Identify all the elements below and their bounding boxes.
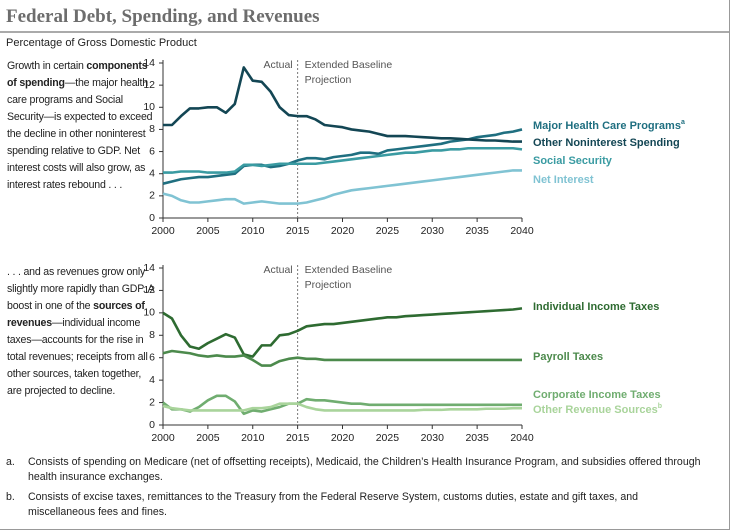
- footnote-marker: b.: [6, 491, 15, 503]
- x-tick-label: 2035: [465, 225, 489, 237]
- actual-label: Actual: [263, 264, 292, 276]
- series-line: [162, 402, 522, 412]
- y-tick-label: 0: [149, 212, 155, 224]
- legend-name: Corporate Income Taxes: [533, 389, 661, 401]
- x-tick-label: 2040: [510, 225, 534, 237]
- projection-label: Projection: [305, 279, 352, 291]
- title: Federal Debt, Spending, and Revenues: [6, 6, 320, 27]
- y-tick-label: 6: [149, 351, 155, 363]
- projection-label: Projection: [305, 74, 352, 86]
- y-tick-label: 8: [149, 123, 155, 135]
- legend-name: Social Security: [533, 155, 613, 167]
- x-tick-label: 2035: [465, 432, 489, 444]
- x-tick-label: 2020: [331, 432, 355, 444]
- x-tick-label: 2020: [331, 225, 355, 237]
- footnote: a. Consists of spending on Medicare (net …: [6, 455, 706, 485]
- series-line: [163, 66, 522, 143]
- x-tick-label: 2030: [421, 225, 445, 237]
- x-tick-label: 2000: [151, 432, 175, 444]
- projection-label: Extended Baseline: [305, 59, 393, 71]
- side-text-run: Growth in certain: [7, 60, 87, 72]
- y-tick-label: 12: [143, 79, 155, 91]
- x-tick-label: 2025: [376, 432, 400, 444]
- legend-label: Major Health Care Programsa: [533, 119, 685, 132]
- x-tick-label: 2040: [510, 432, 534, 444]
- side-text-run: —individual income taxes—accounts for th…: [7, 317, 148, 397]
- footnote: b. Consists of excise taxes, remittances …: [6, 490, 706, 520]
- footnote-marker: a.: [6, 456, 15, 468]
- legend-label: Net Interest: [533, 174, 594, 186]
- legend-footnote: b: [658, 403, 662, 410]
- side-text-run: . . . and as revenues grow only slightly…: [7, 266, 154, 312]
- side-text: Growth in certain components of spending…: [7, 58, 155, 194]
- x-tick-label: 2015: [286, 432, 310, 444]
- actual-label: Actual: [263, 59, 292, 71]
- series-line: [162, 349, 522, 367]
- x-tick-label: 2005: [196, 225, 220, 237]
- x-tick-label: 2025: [376, 225, 400, 237]
- series-line: [162, 169, 522, 205]
- legend-label: Payroll Taxes: [533, 351, 603, 363]
- side-text-bold: components of spending: [7, 60, 148, 89]
- legend-name: Other Revenue Sources: [533, 404, 658, 416]
- x-tick-label: 2005: [196, 432, 220, 444]
- x-tick-label: 2010: [241, 225, 265, 237]
- footnote-text: Consists of excise taxes, remittances to…: [28, 491, 638, 518]
- x-tick-label: 2030: [421, 432, 445, 444]
- footnote-text: Consists of spending on Medicare (net of…: [28, 456, 701, 483]
- y-tick-label: 2: [149, 190, 155, 202]
- x-tick-label: 2010: [241, 432, 265, 444]
- side-text-bold: sources of revenues: [7, 300, 145, 329]
- legend-label: Other Noninterest Spending: [533, 137, 680, 149]
- x-tick-label: 2000: [151, 225, 175, 237]
- series-line: [163, 146, 523, 174]
- legend-label: Individual Income Taxes: [533, 301, 659, 313]
- projection-label: Extended Baseline: [305, 264, 393, 276]
- legend-name: Payroll Taxes: [533, 351, 603, 363]
- y-tick-label: 10: [143, 307, 155, 319]
- y-tick-label: 2: [149, 396, 155, 408]
- legend-name: Individual Income Taxes: [533, 301, 659, 313]
- series-line: [162, 307, 523, 358]
- legend-name: Net Interest: [533, 174, 594, 186]
- y-tick-label: 0: [149, 419, 155, 431]
- legend-label: Corporate Income Taxes: [533, 389, 661, 401]
- y-tick-label: 14: [143, 262, 155, 274]
- y-tick-label: 4: [149, 374, 155, 386]
- side-text: . . . and as revenues grow only slightly…: [7, 264, 155, 400]
- x-tick-label: 2015: [286, 225, 310, 237]
- series-line: [162, 394, 522, 416]
- legend-label: Social Security: [533, 155, 613, 167]
- legend-footnote: a: [681, 119, 685, 126]
- legend-label: Other Revenue Sourcesb: [533, 403, 662, 416]
- y-tick-label: 10: [143, 101, 155, 113]
- y-tick-label: 12: [143, 284, 155, 296]
- side-text-run: —the major health care programs and Soci…: [7, 77, 153, 191]
- title-rule: [0, 31, 729, 33]
- y-tick-label: 14: [143, 57, 155, 69]
- y-tick-label: 6: [149, 145, 155, 157]
- subtitle: Percentage of Gross Domestic Product: [6, 37, 197, 49]
- y-tick-label: 8: [149, 329, 155, 341]
- legend-name: Major Health Care Programs: [533, 120, 681, 132]
- y-tick-label: 4: [149, 167, 155, 179]
- legend-name: Other Noninterest Spending: [533, 137, 680, 149]
